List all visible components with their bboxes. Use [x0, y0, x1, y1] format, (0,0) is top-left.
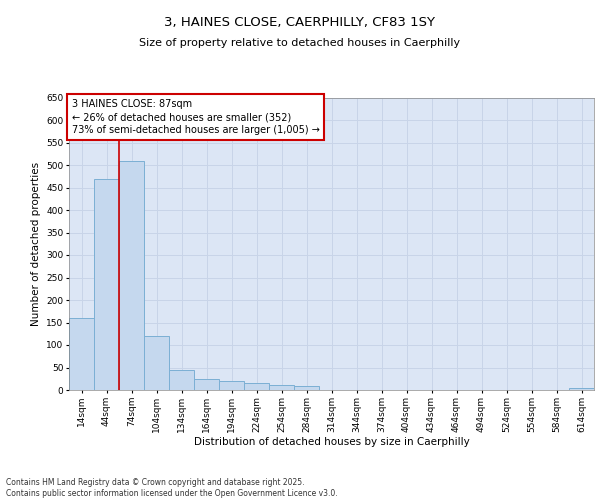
- Text: 3, HAINES CLOSE, CAERPHILLY, CF83 1SY: 3, HAINES CLOSE, CAERPHILLY, CF83 1SY: [164, 16, 436, 29]
- Text: Size of property relative to detached houses in Caerphilly: Size of property relative to detached ho…: [139, 38, 461, 48]
- Bar: [144, 336, 169, 390]
- Bar: [194, 379, 219, 390]
- Text: Contains HM Land Registry data © Crown copyright and database right 2025.
Contai: Contains HM Land Registry data © Crown c…: [6, 478, 338, 498]
- Bar: [169, 370, 194, 390]
- Bar: [569, 388, 594, 390]
- Bar: [294, 386, 319, 390]
- Y-axis label: Number of detached properties: Number of detached properties: [31, 162, 41, 326]
- Bar: [269, 384, 294, 390]
- Bar: [69, 318, 94, 390]
- Bar: [94, 178, 119, 390]
- Text: 3 HAINES CLOSE: 87sqm
← 26% of detached houses are smaller (352)
73% of semi-det: 3 HAINES CLOSE: 87sqm ← 26% of detached …: [71, 99, 320, 136]
- X-axis label: Distribution of detached houses by size in Caerphilly: Distribution of detached houses by size …: [194, 438, 469, 448]
- Bar: [244, 383, 269, 390]
- Bar: [119, 160, 144, 390]
- Bar: [219, 381, 244, 390]
